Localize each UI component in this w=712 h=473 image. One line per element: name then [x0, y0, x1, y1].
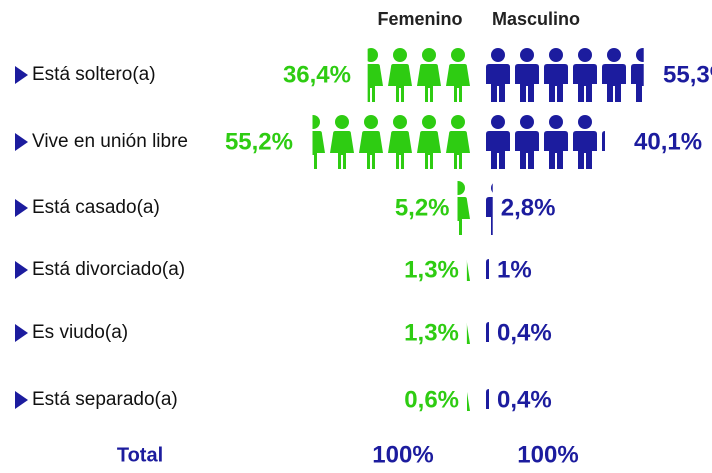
icon-group — [486, 183, 493, 235]
bullet — [15, 324, 28, 342]
bullet — [15, 391, 28, 409]
value-label: 1,3% — [404, 319, 459, 346]
category-label: Está casado(a) — [32, 197, 160, 218]
category-label: Está soltero(a) — [32, 64, 156, 85]
icon-group — [486, 389, 489, 409]
category-label: Es viudo(a) — [32, 322, 128, 343]
legend-entry: Masculino — [492, 9, 580, 29]
total-value: 100% — [517, 441, 578, 468]
icon-group — [466, 323, 470, 344]
icon-group — [312, 115, 470, 169]
icon-group — [367, 48, 470, 102]
value-label: 5,2% — [395, 194, 450, 221]
value-label: 40,1% — [634, 128, 702, 155]
bullet — [15, 66, 28, 84]
value-label: 36,4% — [283, 61, 351, 88]
icon-group — [486, 322, 489, 342]
icon-group — [466, 260, 470, 281]
category-label: Está divorciado(a) — [32, 259, 185, 280]
total-value: 100% — [372, 441, 433, 468]
icon-group — [457, 181, 470, 235]
icon-group — [486, 259, 489, 279]
value-label: 55,3% — [663, 61, 712, 88]
bullet — [15, 261, 28, 279]
value-label: 0,4% — [497, 386, 552, 413]
bullet — [15, 199, 28, 217]
category-label: Vive en unión libre — [32, 131, 188, 152]
icon-group — [486, 48, 644, 102]
value-label: 1% — [497, 256, 532, 283]
icon-group — [486, 115, 605, 169]
total-label: Total — [117, 444, 163, 466]
legend-entry: Femenino — [377, 9, 462, 29]
value-label: 0,4% — [497, 319, 552, 346]
category-label: Está separado(a) — [32, 389, 178, 410]
bullet — [15, 133, 28, 151]
value-label: 55,2% — [225, 128, 293, 155]
value-label: 0,6% — [404, 386, 459, 413]
icon-group — [467, 392, 470, 411]
value-label: 1,3% — [404, 256, 459, 283]
value-label: 2,8% — [501, 194, 556, 221]
